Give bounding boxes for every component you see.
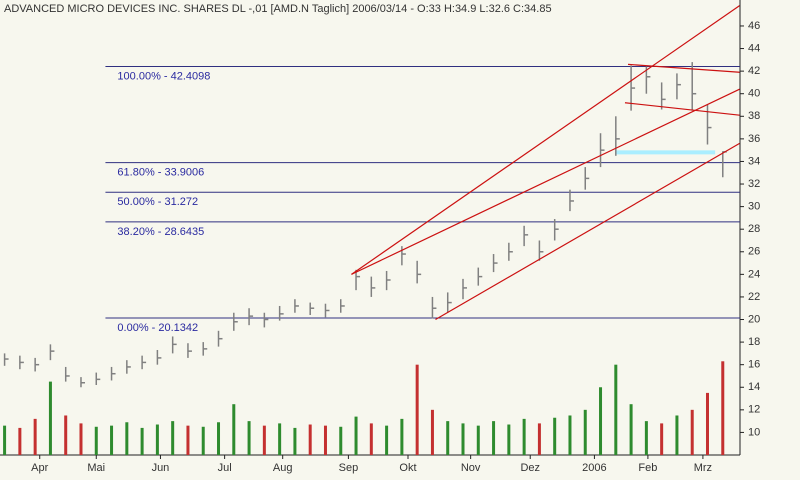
volume-bar [247, 421, 251, 455]
y-tick-label: 18 [748, 336, 760, 348]
volume-bar [705, 392, 709, 455]
trend-line [624, 102, 740, 116]
volume-bar [537, 423, 541, 455]
volume-bar [262, 425, 266, 455]
x-tick-label: Mrz [694, 462, 712, 474]
y-tick-label: 28 [748, 223, 760, 235]
x-tick-label: Jun [152, 462, 170, 474]
volume-bar [217, 422, 221, 455]
volume-bar [522, 418, 526, 455]
y-tick-label: 34 [748, 155, 760, 167]
y-tick-label: 32 [748, 178, 760, 190]
volume-bar [476, 425, 480, 455]
volume-bar [140, 427, 144, 455]
volume-bar [369, 423, 373, 455]
volume-bar [583, 409, 587, 455]
volume-bar [614, 364, 618, 455]
x-tick-label: Dez [520, 462, 540, 474]
volume-bar [155, 424, 159, 455]
volume-bar [492, 421, 496, 455]
trend-line [627, 63, 740, 73]
x-tick-label: Okt [399, 462, 416, 474]
volume-bar [507, 424, 511, 455]
fib-label: 100.00% - 42.4098 [117, 70, 210, 82]
volume-bar [186, 425, 190, 455]
volume-bar [675, 415, 679, 455]
y-tick-label: 40 [748, 88, 760, 100]
volume-bar [201, 426, 205, 455]
volume-bar [79, 423, 83, 455]
y-tick-label: 38 [748, 110, 760, 122]
x-tick-label: Mai [87, 462, 105, 474]
y-tick-label: 16 [748, 359, 760, 371]
y-tick-label: 44 [748, 42, 760, 54]
volume-bar [461, 423, 465, 455]
volume-bar [110, 425, 114, 455]
volume-bar [553, 417, 557, 455]
volume-bar [64, 415, 68, 455]
volume-bar [660, 423, 664, 455]
x-tick-label: Jul [218, 462, 232, 474]
x-tick-label: Aug [273, 462, 293, 474]
volume-bar [308, 424, 312, 455]
y-tick-label: 30 [748, 201, 760, 213]
y-tick-label: 42 [748, 65, 760, 77]
fib-label: 50.00% - 31.272 [117, 196, 198, 208]
volume-bar [644, 421, 648, 455]
volume-bar [232, 404, 236, 455]
volume-bar [293, 427, 297, 455]
volume-bar [94, 426, 98, 455]
volume-bar [125, 422, 129, 455]
volume-bar [48, 381, 52, 455]
y-tick-label: 14 [748, 381, 760, 393]
volume-bar [721, 361, 725, 455]
volume-bar [3, 425, 7, 455]
fib-label: 0.00% - 20.1342 [117, 322, 198, 334]
y-tick-label: 12 [748, 404, 760, 416]
y-tick-label: 22 [748, 291, 760, 303]
volume-bar [568, 415, 572, 455]
volume-bar [354, 416, 358, 455]
volume-bar [400, 418, 404, 455]
x-tick-label: Sep [339, 462, 359, 474]
volume-bar [690, 409, 694, 455]
x-tick-label: 2006 [582, 462, 606, 474]
volume-bar [446, 421, 450, 455]
y-tick-label: 46 [748, 20, 760, 32]
volume-bar [599, 387, 603, 455]
volume-bar [323, 425, 327, 455]
volume-bar [18, 427, 22, 455]
y-tick-label: 36 [748, 133, 760, 145]
y-tick-label: 26 [748, 246, 760, 258]
volume-bar [430, 409, 434, 455]
x-tick-label: Feb [638, 462, 657, 474]
y-tick-label: 20 [748, 313, 760, 325]
chart-title: ADVANCED MICRO DEVICES INC. SHARES DL -,… [4, 3, 552, 15]
x-tick-label: Apr [31, 462, 48, 474]
volume-bar [339, 426, 343, 455]
trend-line [351, 88, 740, 275]
volume-bar [385, 425, 389, 455]
fib-label: 61.80% - 33.9006 [117, 166, 204, 178]
y-tick-label: 10 [748, 426, 760, 438]
volume-bar [278, 423, 282, 455]
volume-bar [171, 421, 175, 455]
volume-bar [415, 364, 419, 455]
trend-line [351, 5, 740, 275]
y-tick-label: 24 [748, 268, 760, 280]
fib-label: 38.20% - 28.6435 [117, 226, 204, 238]
volume-bar [33, 418, 37, 455]
volume-bar [629, 404, 633, 455]
trend-line [435, 142, 740, 321]
x-tick-label: Nov [461, 462, 481, 474]
